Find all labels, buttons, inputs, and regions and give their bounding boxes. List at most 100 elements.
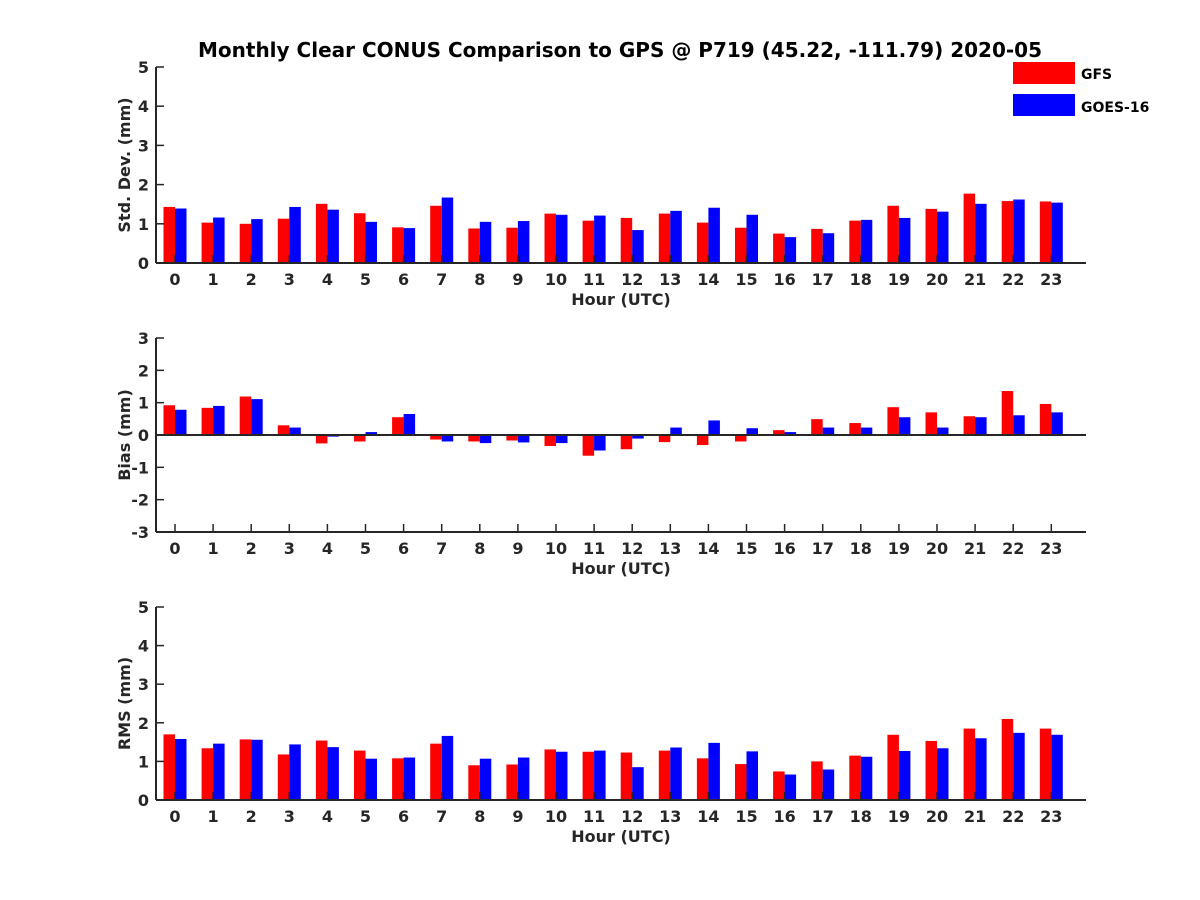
x-tick-label-rms: 23: [1040, 807, 1062, 826]
bar-rms-goes16-h4: [327, 747, 339, 800]
bar-rms-goes16-h14: [708, 742, 720, 800]
bar-std-dev-gfs-h19: [887, 205, 899, 263]
x-tick-label-bias: 17: [812, 539, 834, 558]
y-tick-label-bias: -2: [131, 491, 149, 510]
x-tick-label-bias: 20: [926, 539, 948, 558]
bar-std-dev-gfs-h2: [239, 223, 252, 263]
bar-rms-goes16-h0: [175, 739, 187, 800]
bar-bias-goes16-h8: [479, 435, 492, 444]
x-tick-label-rms: 5: [360, 807, 371, 826]
x-tick-label-std-dev: 0: [169, 270, 180, 289]
x-tick-label-bias: 1: [208, 539, 219, 558]
x-tick-label-bias: 13: [659, 539, 681, 558]
x-tick-label-bias: 3: [284, 539, 295, 558]
x-tick-label-bias: 12: [621, 539, 643, 558]
bar-bias-gfs-h2: [239, 396, 252, 435]
bar-bias-goes16-h5: [365, 432, 377, 435]
bar-rms-goes16-h16: [784, 774, 797, 800]
x-tick-label-std-dev: 18: [850, 270, 872, 289]
bar-rms-goes16-h2: [251, 739, 263, 800]
bar-std-dev-goes16-h19: [898, 217, 911, 263]
bar-std-dev-gfs-h21: [963, 193, 976, 263]
bar-rms-gfs-h18: [849, 755, 861, 800]
x-tick-label-std-dev: 21: [964, 270, 986, 289]
bar-bias-gfs-h22: [1001, 391, 1014, 435]
bar-rms-gfs-h3: [277, 754, 290, 800]
bar-rms-gfs-h4: [315, 740, 328, 800]
bar-std-dev-gfs-h17: [811, 228, 823, 263]
y-tick-label-rms: 1: [138, 752, 149, 771]
bar-rms-gfs-h23: [1039, 728, 1052, 800]
bar-bias-gfs-h18: [849, 423, 861, 435]
bar-bias-gfs-h5: [354, 435, 366, 442]
bar-bias-goes16-h3: [289, 427, 301, 435]
bar-std-dev-goes16-h23: [1051, 202, 1063, 263]
x-tick-label-rms: 6: [398, 807, 409, 826]
bar-std-dev-goes16-h6: [403, 228, 416, 263]
bar-std-dev-gfs-h22: [1001, 201, 1014, 263]
bar-std-dev-gfs-h9: [506, 227, 518, 263]
bar-bias-gfs-h19: [887, 407, 899, 435]
x-tick-label-std-dev: 1: [208, 270, 219, 289]
bar-rms-gfs-h1: [201, 748, 214, 800]
x-tick-label-std-dev: 11: [583, 270, 605, 289]
bar-bias-goes16-h7: [441, 435, 454, 442]
x-tick-label-bias: 22: [1002, 539, 1024, 558]
x-tick-label-bias: 8: [474, 539, 485, 558]
bar-bias-goes16-h16: [784, 432, 797, 435]
bar-std-dev-goes16-h2: [251, 219, 263, 263]
x-tick-label-std-dev: 10: [545, 270, 567, 289]
bar-rms-goes16-h22: [1013, 732, 1025, 800]
legend-swatch-gfs: [1013, 62, 1075, 84]
bar-rms-gfs-h5: [354, 750, 366, 800]
bar-rms-gfs-h13: [658, 750, 671, 800]
x-tick-label-rms: 20: [926, 807, 948, 826]
x-tick-label-bias: 0: [169, 539, 180, 558]
x-tick-label-bias: 21: [964, 539, 986, 558]
bar-std-dev-goes16-h11: [594, 215, 606, 263]
x-tick-label-bias: 16: [773, 539, 795, 558]
bar-bias-gfs-h15: [735, 435, 747, 442]
bar-bias-goes16-h15: [746, 428, 758, 435]
bar-rms-gfs-h10: [544, 749, 556, 800]
x-tick-label-bias: 7: [436, 539, 447, 558]
x-tick-label-rms: 15: [735, 807, 757, 826]
x-tick-label-rms: 19: [888, 807, 910, 826]
bar-rms-gfs-h22: [1001, 718, 1014, 800]
bar-bias-goes16-h1: [213, 405, 225, 435]
bar-bias-gfs-h10: [544, 435, 556, 446]
x-tick-label-rms: 14: [697, 807, 719, 826]
y-tick-label-std-dev: 3: [138, 136, 149, 155]
x-axis-label-bias: Hour (UTC): [571, 559, 671, 578]
x-tick-label-std-dev: 19: [888, 270, 910, 289]
bar-std-dev-gfs-h12: [620, 217, 633, 263]
bar-rms-goes16-h15: [746, 751, 758, 800]
bar-bias-goes16-h18: [860, 427, 873, 435]
y-tick-label-rms: 3: [138, 675, 149, 694]
x-tick-label-bias: 23: [1040, 539, 1062, 558]
x-axis-label-rms: Hour (UTC): [571, 827, 671, 846]
x-tick-label-std-dev: 7: [436, 270, 447, 289]
x-tick-label-rms: 22: [1002, 807, 1024, 826]
bar-bias-goes16-h10: [556, 435, 568, 444]
x-tick-label-bias: 10: [545, 539, 567, 558]
x-tick-label-rms: 17: [812, 807, 834, 826]
bar-std-dev-goes16-h4: [327, 209, 339, 263]
x-tick-label-rms: 2: [246, 807, 257, 826]
bar-bias-gfs-h20: [925, 412, 937, 435]
x-tick-label-rms: 11: [583, 807, 605, 826]
bar-std-dev-gfs-h3: [277, 218, 290, 263]
x-tick-label-bias: 9: [512, 539, 523, 558]
bar-rms-goes16-h3: [289, 744, 301, 800]
x-tick-label-rms: 21: [964, 807, 986, 826]
bar-std-dev-gfs-h18: [849, 220, 861, 263]
bar-std-dev-goes16-h20: [937, 211, 949, 263]
x-tick-label-bias: 2: [246, 539, 257, 558]
x-tick-label-std-dev: 22: [1002, 270, 1024, 289]
bar-bias-goes16-h11: [594, 435, 606, 451]
bar-rms-goes16-h21: [975, 738, 987, 800]
bar-std-dev-goes16-h22: [1013, 199, 1025, 263]
bar-std-dev-gfs-h10: [544, 213, 556, 263]
